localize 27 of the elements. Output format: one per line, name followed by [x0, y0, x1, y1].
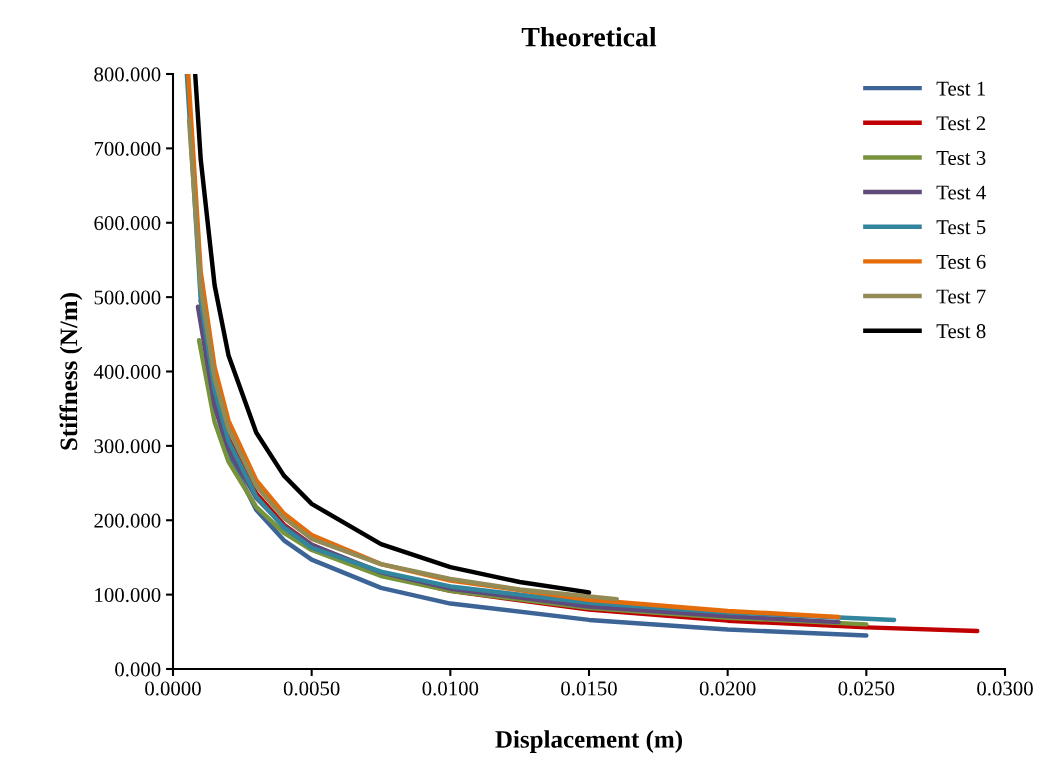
x-axis-title: Displacement (m) — [495, 730, 682, 753]
x-tick-label: 0.0100 — [422, 681, 479, 696]
x-tick-label: 0.0150 — [561, 681, 617, 696]
y-tick-label: 700.000 — [94, 141, 161, 156]
y-tick-label: 500.000 — [94, 290, 161, 305]
legend-label: Test 3 — [936, 150, 986, 165]
legend-label: Test 4 — [936, 185, 986, 200]
x-tick-label: 0.0050 — [283, 681, 340, 696]
legend-label: Test 6 — [936, 254, 986, 269]
legend-label: Test 1 — [936, 81, 985, 96]
legend-label: Test 5 — [936, 220, 986, 235]
y-tick-label: 600.000 — [94, 216, 161, 231]
x-tick-label: 0.0250 — [838, 681, 895, 696]
y-tick-label: 800.000 — [94, 67, 161, 82]
y-tick-label: 300.000 — [94, 439, 161, 454]
legend-label: Test 7 — [936, 289, 986, 304]
y-tick-label: 100.000 — [95, 588, 161, 603]
y-tick-label: 200.000 — [94, 513, 161, 528]
x-tick-label: 0.0300 — [977, 681, 1033, 696]
x-tick-label: 0.0000 — [145, 681, 201, 696]
x-tick-label: 0.0200 — [699, 681, 756, 696]
legend-label: Test 2 — [936, 116, 986, 131]
y-tick-label: 0.000 — [115, 662, 161, 677]
y-axis-title: Stiffness (N/m) — [59, 293, 83, 450]
chart-title: Theoretical — [521, 26, 657, 47]
y-tick-label: 400.000 — [93, 364, 161, 380]
legend-label: Test 8 — [936, 324, 986, 339]
